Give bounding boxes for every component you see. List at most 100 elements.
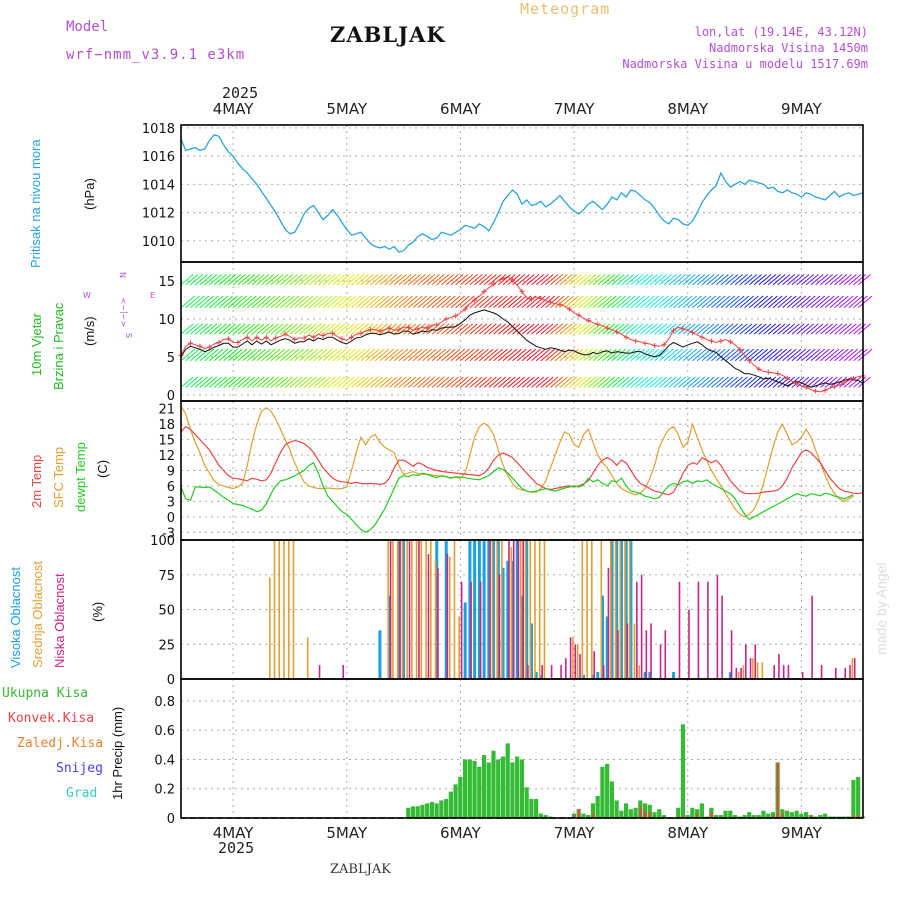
wind-barb [479,274,492,286]
precip-bar-conv [573,815,576,818]
wind-barb [801,376,815,388]
wind-barb [521,376,535,388]
wind-barb [606,323,620,335]
wind-barb [341,323,355,335]
wind-barb [753,274,767,286]
wind-barb [455,376,469,388]
wind-barb [261,348,276,362]
wind-barb [313,323,327,335]
pressure-line [180,134,864,253]
legend-grad: Grad [66,786,98,801]
wind-barb [630,323,644,335]
wind-barb [213,295,229,308]
wind-gust-marker [642,340,648,346]
y-tick-label: 0 [167,812,175,827]
wind-barb [313,348,328,362]
precip-bar-total [534,798,539,818]
wind-barb [838,274,852,286]
wind-barb [516,376,530,388]
wind-barb [516,348,532,362]
wind-barb [417,376,431,388]
wind-barb [393,295,409,308]
wind-barb [479,376,492,388]
wind-barb [554,323,568,335]
wind-barb [204,295,219,308]
wind-barb [659,274,672,286]
wind-barb [791,295,807,308]
wind-barb [673,376,687,388]
wind-gust-marker [765,369,771,375]
wind-barb [426,376,440,388]
wind-gust-marker [680,326,686,332]
wind-barb [824,274,838,286]
wind-barb [294,295,309,308]
wind-barb [767,323,781,335]
wind-barb [384,376,398,388]
wind-barb [531,348,546,362]
wind-barb [318,274,331,286]
precip-bar-total [818,815,823,818]
wind-barb [322,376,336,388]
wind-barb [597,348,612,362]
wind-barb [417,295,432,308]
y-tick-label: 21 [158,403,175,418]
wind-barb [725,274,739,286]
wind-barb [767,376,781,388]
wind-barb [720,274,734,286]
wind-barb [265,295,281,308]
wind-barb [611,274,625,286]
precip-bar-total [742,815,747,818]
wind-barb [640,295,655,308]
wind-barb [218,295,233,308]
wind-barb [289,348,305,362]
wind-barb [720,295,736,308]
wind-barb [251,274,265,286]
wind-barb [782,295,797,308]
meteogram-title: Meteogram [520,0,611,18]
wind-barb [715,274,729,286]
y-tick-label: 0 [167,389,175,404]
wind-barb [332,323,346,335]
wind-barb [687,348,702,362]
wind-barb [355,274,369,286]
wind-barb [810,274,824,286]
wind-barb [659,295,674,308]
wind-barb [256,274,270,286]
wind-barb [284,376,298,388]
wind-barb [190,274,204,286]
wind-barb [786,323,800,335]
wind-barb [805,348,821,362]
wind-barb [303,274,317,286]
wind-barb [374,348,390,362]
precip-bar-total [519,759,524,818]
wind-barb [351,376,365,388]
precip-bar-total [529,798,534,818]
wind-barb [256,376,270,388]
y-tick-label: 12 [158,449,175,464]
wind-barb [474,323,488,335]
wind-barb [782,376,796,388]
wind-barb [507,323,521,335]
wind-barb [749,295,764,308]
wind-barb [696,274,710,286]
wind-barb [621,348,636,362]
precip-bar-total [486,762,491,818]
wind-barb [412,348,428,362]
wind-barb [218,323,232,335]
precip-bar-total [747,812,752,818]
wind-gust-marker [472,297,478,303]
wind-barb [711,323,725,335]
wind-barb [360,376,374,388]
wind-barb [611,295,627,308]
wind-barb [649,348,664,362]
wind-barb [389,348,404,362]
wind-barb [493,348,508,362]
wind-barb [464,348,480,362]
wind-gust-marker [690,330,695,336]
wind-gust-marker [443,316,449,322]
precip-bar-total [434,803,439,818]
wind-gust-marker [292,336,298,342]
wind-gust-marker [547,299,553,305]
wind-barb [374,274,388,286]
x-tick-label-bottom: 8MAY [667,824,709,842]
